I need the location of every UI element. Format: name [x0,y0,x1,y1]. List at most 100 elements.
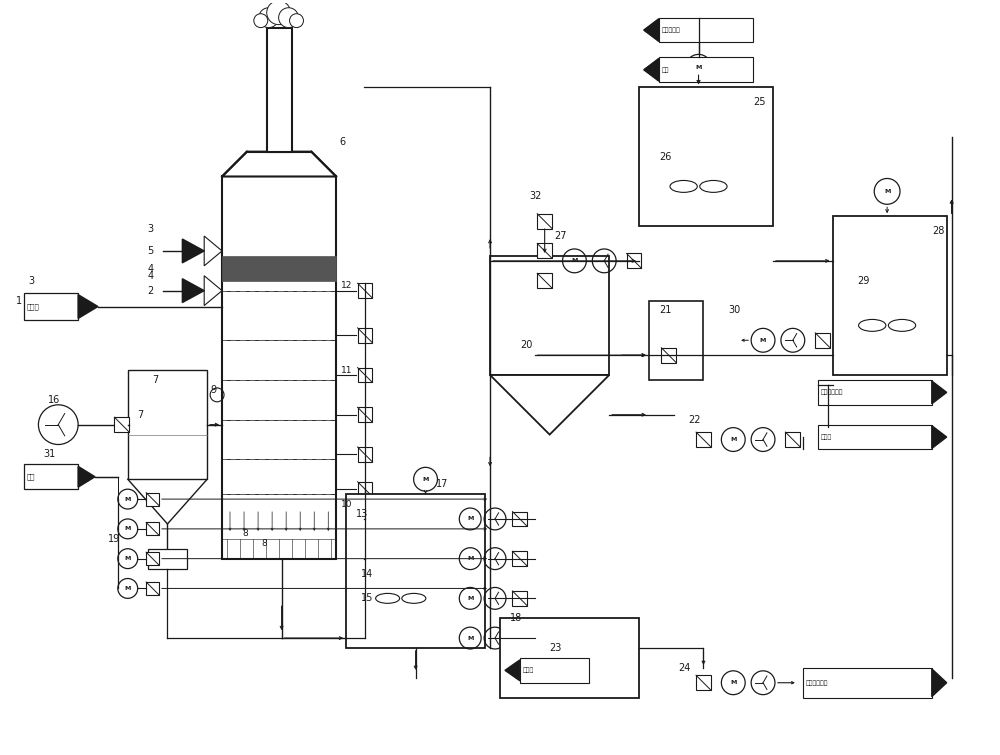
Text: 31: 31 [43,449,56,460]
Text: M: M [467,556,473,561]
Bar [818,380,932,405]
Polygon shape [182,239,204,263]
Text: 29: 29 [857,276,870,285]
Text: 8: 8 [262,539,268,548]
Bar [222,177,336,559]
Bar [785,432,800,447]
Text: 至船舶清污点: 至船舶清污点 [806,680,828,686]
Text: M: M [730,437,736,442]
Bar [24,293,78,320]
Text: M: M [695,65,702,69]
Text: 22: 22 [689,414,701,424]
Text: M: M [884,189,890,194]
Text: 26: 26 [659,152,671,162]
Text: M: M [125,526,131,532]
Text: 至脱硫清氹筱: 至脱硫清氹筱 [821,390,843,395]
Text: 28: 28 [932,226,944,236]
Bar [128,370,207,479]
Text: 19: 19 [108,534,120,544]
Text: M: M [467,596,473,601]
Circle shape [279,8,298,28]
Polygon shape [204,276,222,306]
Bar [537,244,552,258]
Polygon shape [78,467,95,487]
Bar [537,214,552,229]
Text: 4: 4 [148,263,154,274]
Polygon shape [204,236,222,266]
Bar [114,418,129,432]
Text: 1: 1 [16,295,22,306]
Bar [833,216,947,375]
Bar [24,464,78,489]
Text: 15: 15 [361,593,373,603]
Bar [520,658,589,683]
Bar [146,522,159,535]
Polygon shape [644,60,659,80]
Bar [537,273,552,288]
Text: 4: 4 [148,271,154,281]
Bar [346,494,485,648]
Circle shape [259,8,279,28]
Text: 17: 17 [435,479,448,489]
Circle shape [254,14,268,28]
Text: 船机气: 船机气 [27,304,39,310]
Text: M: M [467,516,473,522]
Text: M: M [730,680,736,686]
Text: M: M [422,476,429,482]
Text: 7: 7 [138,410,144,420]
Text: M: M [571,258,578,263]
Text: 至大厦: 至大厦 [523,667,534,673]
Text: 2: 2 [148,285,154,296]
Text: 30: 30 [728,306,741,316]
Polygon shape [644,19,659,42]
Text: 8: 8 [242,529,248,538]
Bar [358,328,372,343]
Polygon shape [505,660,520,681]
Text: 32: 32 [530,191,542,202]
Bar [627,254,641,268]
Text: M: M [125,497,131,501]
Bar [358,368,372,383]
Text: M: M [125,556,131,561]
Polygon shape [490,375,609,435]
Text: 海水: 海水 [27,473,35,480]
Bar [358,407,372,422]
Bar [358,482,372,497]
Bar [222,256,336,281]
Text: M: M [125,586,131,591]
Circle shape [267,1,291,25]
Bar [146,552,159,565]
Bar [815,333,830,348]
Text: 3: 3 [28,276,35,285]
Bar [661,348,676,362]
Text: 23: 23 [550,643,562,653]
Text: M: M [760,337,766,343]
Polygon shape [644,20,659,41]
Bar [639,87,773,226]
Text: 10: 10 [341,500,353,509]
Bar [490,256,609,375]
Text: M: M [467,636,473,640]
Text: 至大海: 至大海 [821,434,832,440]
Bar [803,668,932,698]
Bar [148,549,187,569]
Text: 20: 20 [520,341,532,350]
Bar [512,591,527,606]
Bar [512,511,527,526]
Bar [267,28,292,152]
Text: 6: 6 [339,137,345,146]
Polygon shape [222,152,336,177]
Bar [500,618,639,698]
Text: 7: 7 [153,375,159,385]
Text: 淡水: 淡水 [662,67,669,72]
Bar [358,447,372,462]
Text: 21: 21 [659,306,671,316]
Bar [818,424,932,449]
Text: 18: 18 [510,613,522,623]
Bar [358,283,372,298]
Bar [512,551,527,566]
Text: 14: 14 [361,569,373,578]
Text: 12: 12 [341,281,353,290]
Polygon shape [644,58,659,82]
Text: 13: 13 [356,509,368,519]
